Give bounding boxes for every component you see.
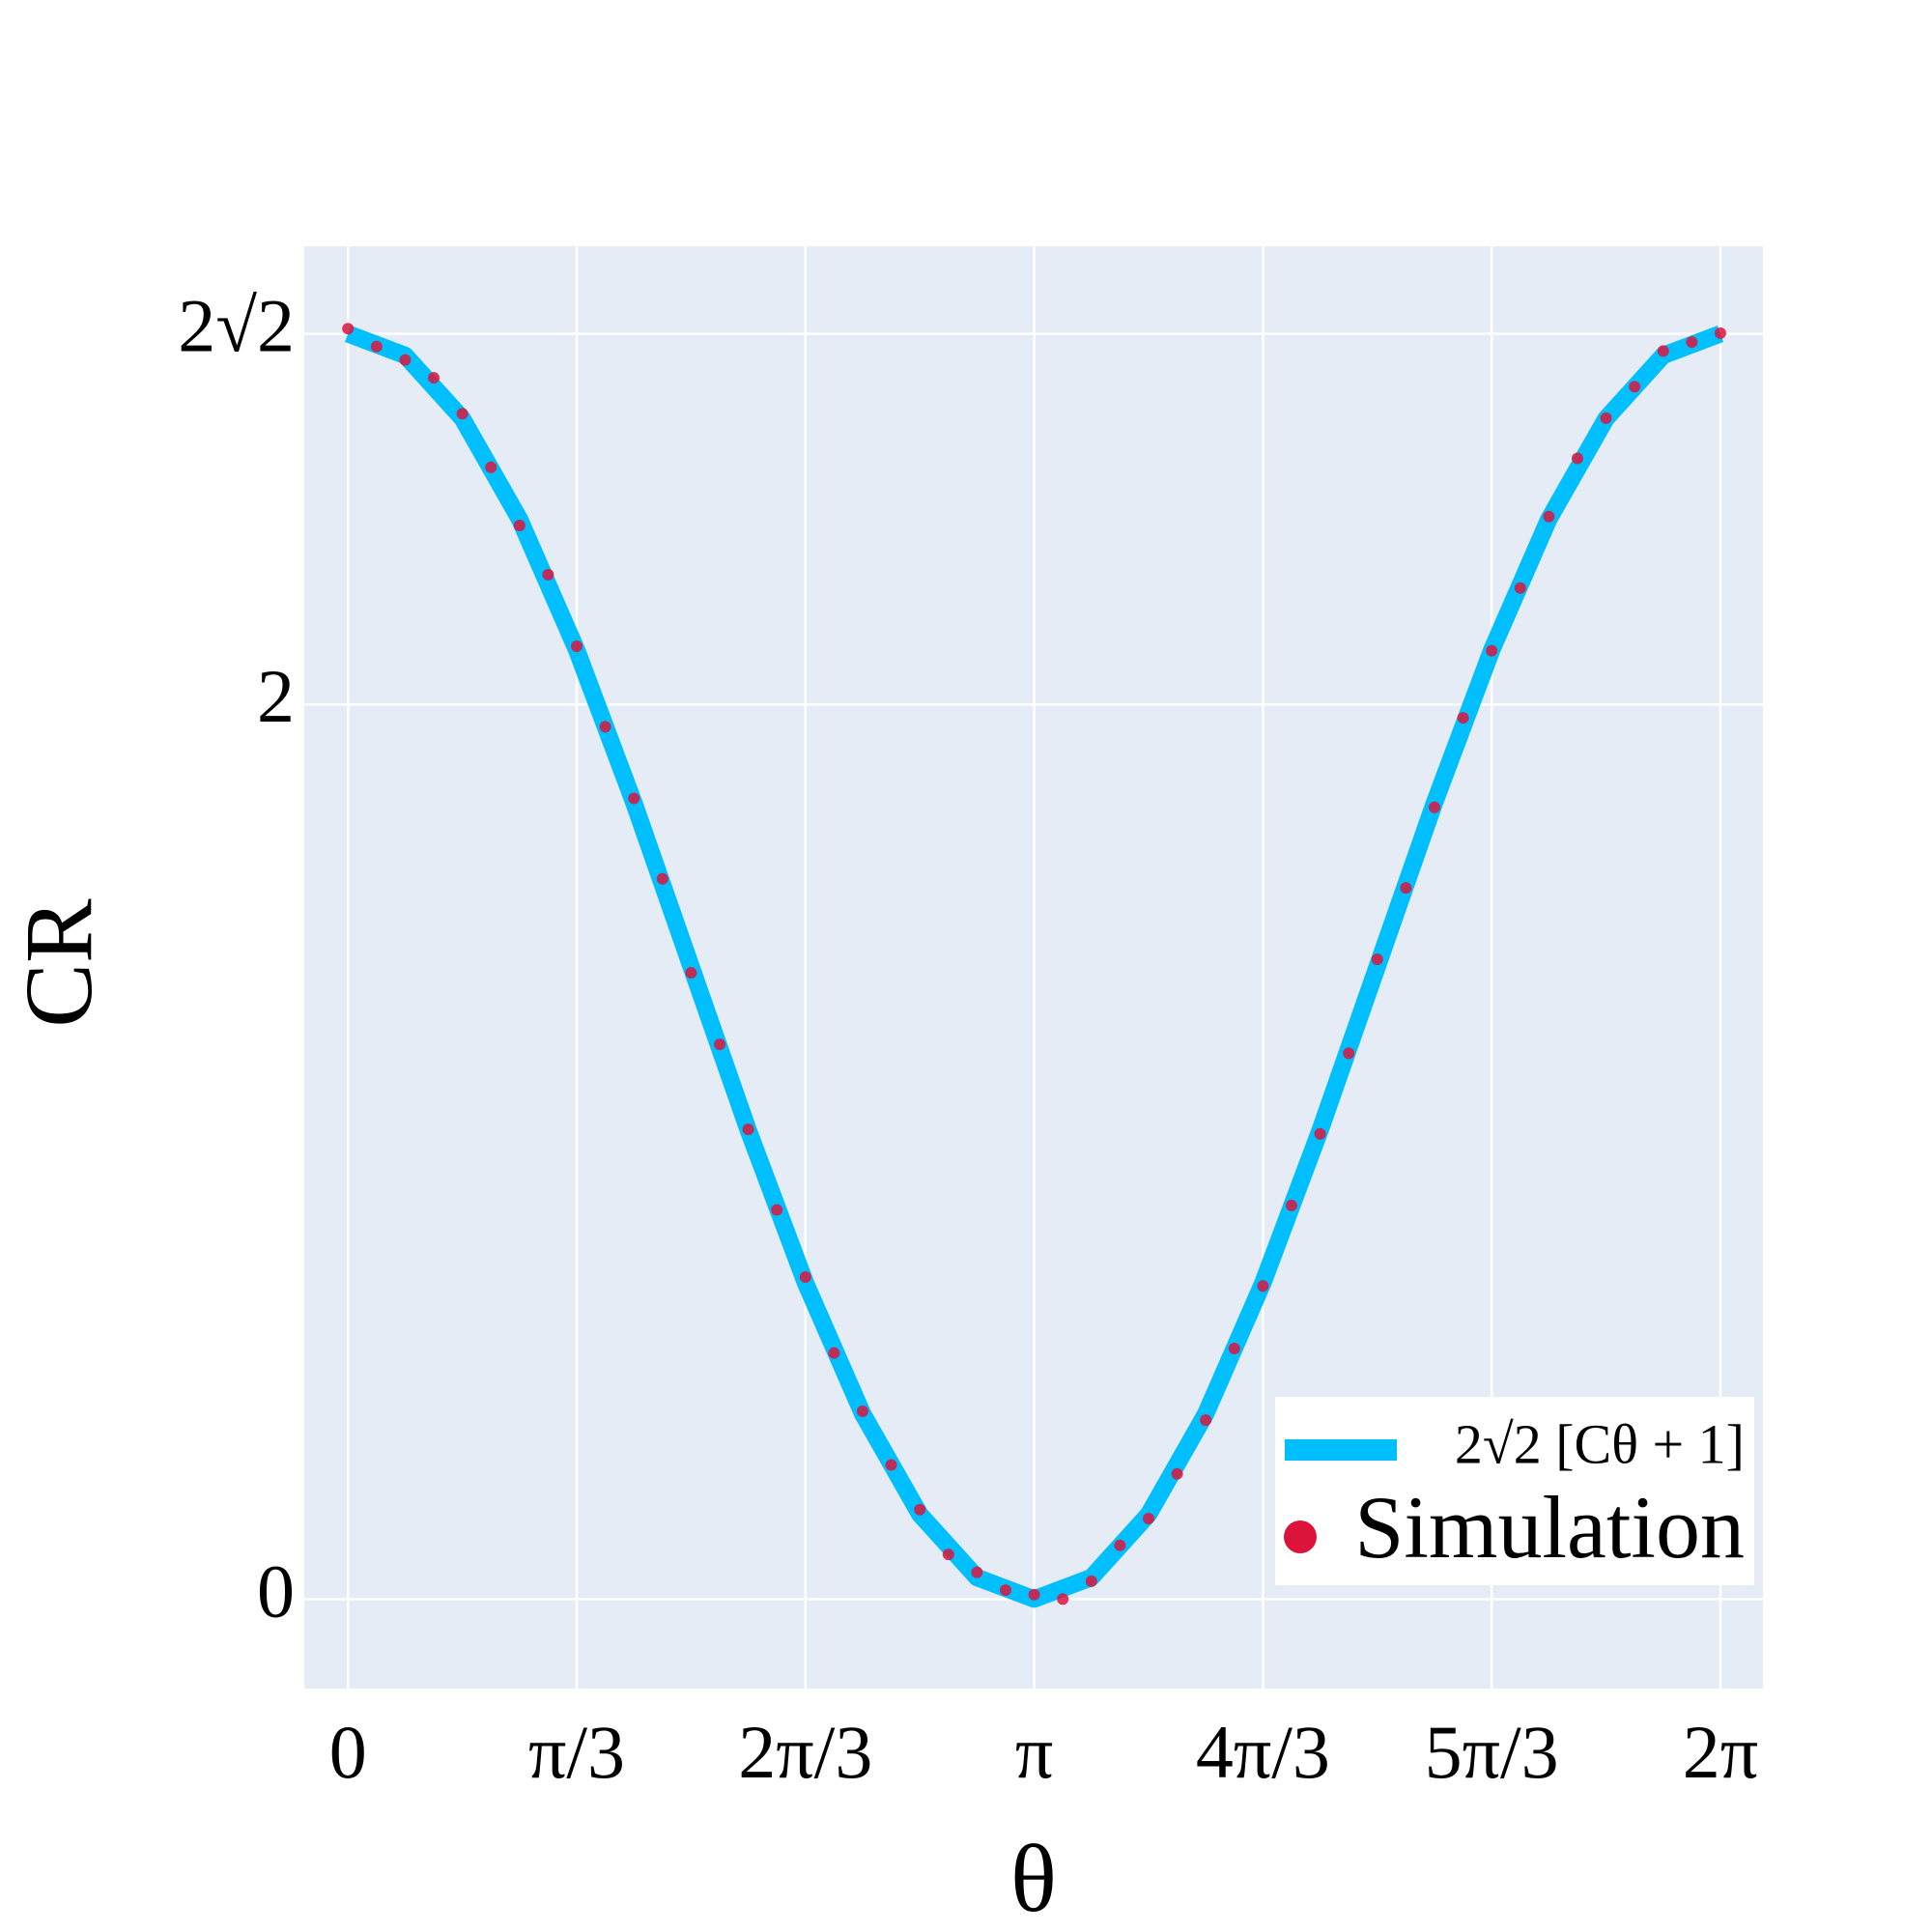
sim-point (571, 640, 583, 653)
sim-point (1600, 412, 1612, 424)
sim-point (1657, 345, 1669, 357)
sim-point (628, 792, 640, 805)
sim-point (1343, 1047, 1355, 1060)
sim-point (1085, 1575, 1097, 1587)
sim-point (542, 568, 554, 581)
y-tick-label: 2√2 (178, 283, 295, 367)
sim-point (1543, 510, 1555, 523)
sim-point (1314, 1127, 1326, 1140)
sim-point (1171, 1467, 1183, 1480)
sim-point (1228, 1343, 1240, 1355)
marks (342, 323, 1726, 1608)
x-tick-label: 5π/3 (1425, 1710, 1559, 1794)
x-tick-label: 2π (1683, 1710, 1758, 1794)
sim-point (1057, 1593, 1069, 1605)
sim-point (399, 354, 412, 366)
sim-point (1371, 953, 1383, 966)
y-axis-title: CR (5, 898, 112, 1028)
sim-point (914, 1503, 926, 1516)
x-tick-label: π (1015, 1710, 1053, 1794)
legend-marker (1284, 1520, 1317, 1553)
sim-point (599, 721, 611, 733)
sim-point (856, 1405, 868, 1417)
x-axis-title: θ (1010, 1825, 1057, 1932)
x-tick-label: 0 (329, 1710, 367, 1794)
sim-point (828, 1347, 840, 1359)
sim-point (342, 323, 355, 335)
sim-point (485, 461, 497, 473)
sim-point (685, 967, 697, 980)
sim-point (1200, 1414, 1212, 1427)
sim-point (1285, 1199, 1297, 1211)
sim-point (1571, 452, 1583, 465)
sim-point (942, 1548, 954, 1561)
x-tick-label: 4π/3 (1196, 1710, 1330, 1794)
legend-line (1285, 1439, 1397, 1461)
sim-point (771, 1204, 783, 1216)
legend-box (1275, 1397, 1754, 1585)
sim-point (1486, 644, 1498, 657)
sim-point (428, 372, 440, 384)
sim-point (742, 1123, 754, 1136)
x-tick-label: π/3 (528, 1710, 625, 1794)
sim-point (1514, 582, 1526, 594)
sim-point (714, 1038, 726, 1051)
sim-point (456, 408, 469, 420)
sim-point (1428, 801, 1440, 813)
sim-point (513, 519, 526, 531)
sim-point (1028, 1588, 1040, 1601)
sim-point (999, 1584, 1011, 1597)
sim-point (799, 1270, 811, 1283)
sim-point (656, 872, 668, 885)
sim-point (1142, 1513, 1154, 1525)
legend-label: Simulation (1354, 1478, 1745, 1577)
sim-point (971, 1566, 983, 1578)
sim-point (1686, 336, 1698, 349)
legend-label: 2√2 [Cθ + 1] (1455, 1412, 1745, 1475)
sim-point (1114, 1539, 1126, 1551)
sim-point (885, 1459, 897, 1471)
sim-point (370, 340, 383, 353)
sim-point (1714, 327, 1726, 339)
sim-point (1457, 712, 1469, 724)
sim-point (1400, 882, 1412, 895)
y-tick-label: 0 (257, 1548, 295, 1633)
y-tick-label: 2 (257, 654, 295, 738)
x-tick-label: 2π/3 (738, 1710, 872, 1794)
sim-point (1257, 1280, 1269, 1293)
sim-point (1629, 381, 1641, 393)
